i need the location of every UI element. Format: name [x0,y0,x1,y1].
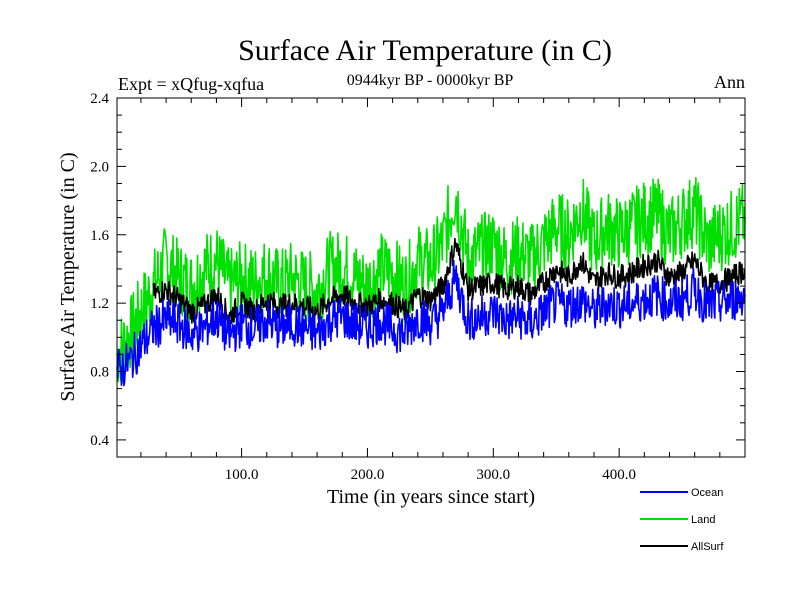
series-layer [116,177,746,387]
legend: Ocean Land AllSurf [640,487,724,553]
chart-title: Surface Air Temperature (in C) [238,34,612,67]
plot-frame [116,97,746,458]
series-line-ocean [116,259,746,387]
y-tick-label: 1.2 [90,296,109,312]
expt-label: Expt = xQfug-xqfua [118,74,264,94]
legend-label-allsurf: AllSurf [691,541,724,553]
y-tick-label: 2.0 [90,159,109,175]
x-tick-label: 300.0 [476,467,510,483]
chart-subtitle: 0944kyr BP - 0000kyr BP [347,72,514,89]
y-tick-label: 0.4 [90,433,109,449]
series-line-land [116,177,746,383]
x-axis-label: Time (in years since start) [327,486,535,508]
y-tick-label: 0.8 [90,365,109,381]
x-tick-label: 200.0 [351,467,385,483]
legend-label-land: Land [691,514,715,526]
series-line-allsurf [152,237,746,325]
y-axis-label: Surface Air Temperature (in C) [57,152,79,401]
x-tick-label: 100.0 [225,467,259,483]
y-tick-label: 1.6 [90,228,109,244]
legend-label-ocean: Ocean [691,487,723,499]
axis-layer: 100.0 200.0 300.0 400.0 0.4 0.8 1.2 1.6 2.0 2.4 [90,91,746,483]
x-tick-label: 400.0 [602,467,636,483]
season-label: Ann [714,72,745,92]
y-tick-label: 2.4 [90,91,109,107]
